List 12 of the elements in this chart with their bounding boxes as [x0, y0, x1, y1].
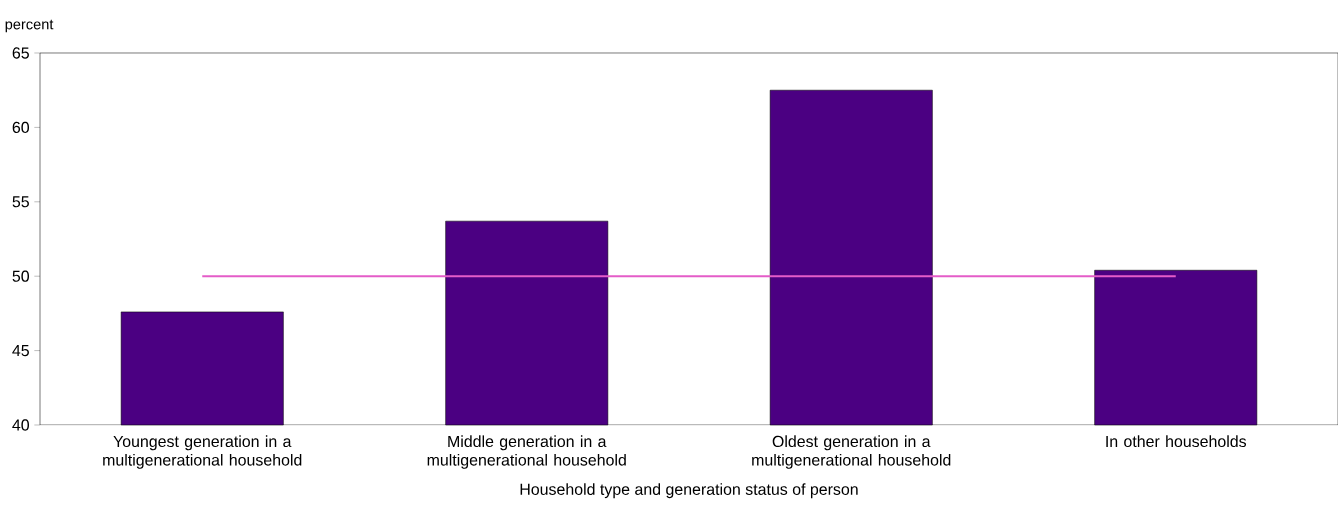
- x-tick-label: Oldest generation in a multigenerational household: [752, 435, 951, 469]
- x-tick-label: Middle generation in a multigenerational household: [427, 435, 626, 469]
- y-tick-label: 40: [12, 419, 30, 431]
- x-axis-title: Household type and generation status of person: [520, 483, 858, 499]
- y-tick-label: 55: [12, 196, 29, 208]
- y-tick-label: 50: [12, 270, 30, 282]
- y-axis-title: percent: [5, 19, 54, 33]
- y-tick-label: 65: [12, 47, 29, 59]
- y-tick-label: 60: [12, 121, 30, 134]
- x-tick-label: Youngest generation in a multigenerational household: [103, 435, 302, 469]
- x-tick-label: In other households: [1106, 435, 1247, 448]
- y-tick-label: 45: [12, 345, 29, 357]
